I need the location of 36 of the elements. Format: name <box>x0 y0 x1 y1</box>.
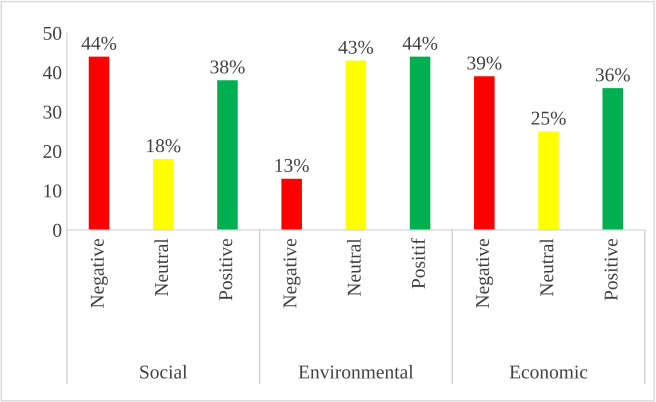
y-tick-label: 20 <box>43 144 62 158</box>
text: Social <box>140 364 188 379</box>
data-label: 39% <box>467 56 502 70</box>
y-tick-label: 50 <box>44 26 62 40</box>
x-tick-label: Positive <box>219 238 232 300</box>
data-label: 38% <box>210 60 245 74</box>
y-tick-label: 0 <box>53 224 62 237</box>
data-label: 43% <box>338 40 374 54</box>
bar <box>474 76 495 230</box>
bar <box>538 131 559 230</box>
data-label: 18% <box>147 139 180 152</box>
x-tick-label: Positive <box>604 238 618 300</box>
data-label: 36% <box>596 68 630 82</box>
x-tick-label: Neutral <box>347 238 361 296</box>
x-tick-label: Positif <box>411 238 425 288</box>
x-tick-label: Negative <box>90 238 108 308</box>
data-label: 25% <box>532 112 566 125</box>
bar <box>346 60 366 230</box>
x-tick-label: Neutral <box>540 238 554 296</box>
x-tick-label: Neutral <box>154 238 168 296</box>
text: Environmental <box>298 364 414 379</box>
bar <box>281 178 302 230</box>
bar <box>602 88 624 230</box>
bar <box>88 56 110 230</box>
data-label: 44% <box>82 36 116 50</box>
bar <box>410 56 430 230</box>
y-tick-label: 30 <box>44 106 62 119</box>
x-tick-label: Negative <box>283 238 300 308</box>
y-tick-label: 10 <box>44 184 62 198</box>
text: Economic <box>510 366 588 379</box>
bar <box>217 80 238 230</box>
bar <box>152 159 174 230</box>
data-label: 44% <box>402 36 438 50</box>
data-label: 13% <box>276 158 309 172</box>
x-tick-label: Negative <box>476 238 494 308</box>
y-tick-label: 40 <box>42 66 62 80</box>
